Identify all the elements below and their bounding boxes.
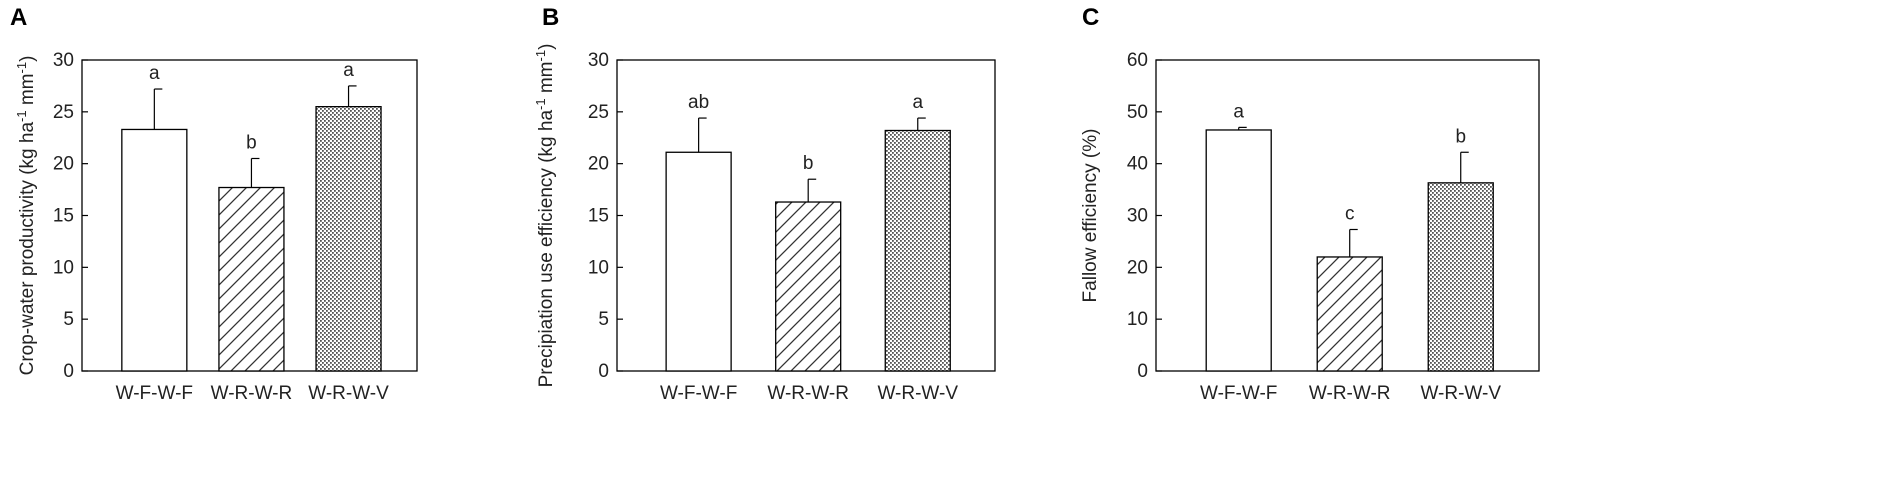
x-category-label: W-R-W-V (1420, 383, 1501, 404)
y-axis-label-part: ) (17, 56, 38, 62)
y-axis-label-superscript: -1 (14, 110, 29, 122)
y-tick-label: 30 (1127, 206, 1148, 227)
y-axis-label: Crop-water productivity (kg ha-1 mm-1) (14, 56, 39, 376)
y-tick-label: 20 (53, 154, 74, 175)
bar-w-f-w-f (121, 128, 188, 372)
chart-panel-c: C 0 10 20 30 40 50 60 Fallow efficiency (%) a W-F-… (1080, 4, 1540, 404)
chart-panel-a: A 0 5 10 15 20 25 30 Crop-water productivity (kg… (10, 4, 418, 404)
y-tick-label: 30 (53, 50, 74, 71)
y-tick-label: 50 (1127, 102, 1148, 123)
chart-panel-b: B 0 5 10 15 20 25 30 Precipiation use efficiency… (533, 4, 996, 404)
x-category-label: W-R-W-R (1309, 383, 1391, 404)
y-axis-label-superscript: -1 (533, 50, 548, 62)
y-tick-label: 20 (1127, 257, 1148, 278)
significance-letter: a (1233, 101, 1244, 122)
y-axis-label-part: Crop-water productivity (kg ha (17, 122, 38, 376)
y-axis-label: Precipiation use efficiency (kg ha-1 mm-… (533, 44, 558, 388)
y-axis-label: Fallow efficiency (%) (1080, 129, 1101, 303)
bar-w-r-w-r (775, 201, 842, 372)
y-tick-label: 0 (1137, 361, 1148, 382)
bar-w-f-w-f (1205, 129, 1272, 372)
y-tick-label: 40 (1127, 154, 1148, 175)
significance-letter: c (1345, 203, 1355, 224)
y-tick-label: 15 (588, 206, 609, 227)
y-axis-label-part: Precipiation use efficiency (kg ha (536, 110, 557, 388)
significance-letter: a (912, 92, 923, 113)
y-axis-label-part: ) (536, 44, 557, 50)
x-category-label: W-R-W-R (211, 383, 293, 404)
y-tick-label: 0 (598, 361, 609, 382)
significance-letter: b (803, 153, 814, 174)
bar-w-f-w-f (665, 151, 732, 372)
y-tick-label: 30 (588, 50, 609, 71)
y-tick-label: 5 (598, 309, 609, 330)
y-tick-label: 25 (53, 102, 74, 123)
y-axis-label-part: mm (17, 73, 38, 110)
y-tick-label: 10 (1127, 309, 1148, 330)
significance-letter: b (1455, 126, 1466, 147)
x-category-label: W-R-W-V (308, 383, 389, 404)
panel-letter: B (542, 4, 559, 31)
significance-letter: b (246, 132, 257, 153)
y-axis-label-superscript: -1 (14, 62, 29, 74)
significance-letter: a (149, 63, 160, 84)
y-axis-label-part: Fallow efficiency (%) (1080, 129, 1101, 303)
x-category-label: W-R-W-V (877, 383, 958, 404)
bar-w-r-w-v (1427, 182, 1494, 372)
y-tick-label: 10 (588, 257, 609, 278)
bar-w-r-w-v (315, 106, 382, 372)
x-category-label: W-F-W-F (660, 383, 737, 404)
significance-letter: a (343, 60, 354, 81)
y-tick-label: 15 (53, 206, 74, 227)
panel-letter: A (10, 4, 27, 31)
y-axis-label-part: mm (536, 61, 557, 98)
y-tick-label: 25 (588, 102, 609, 123)
bar-w-r-w-r (218, 186, 285, 372)
bar-w-r-w-r (1316, 256, 1383, 372)
significance-letter: ab (688, 92, 709, 113)
y-axis-label-superscript: -1 (533, 98, 548, 110)
y-tick-label: 20 (588, 154, 609, 175)
x-category-label: W-R-W-R (767, 383, 849, 404)
y-tick-label: 10 (53, 257, 74, 278)
x-category-label: W-F-W-F (1200, 383, 1277, 404)
panel-letter: C (1082, 4, 1099, 31)
bar-w-r-w-v (884, 129, 951, 372)
y-tick-label: 5 (63, 309, 74, 330)
x-category-label: W-F-W-F (116, 383, 193, 404)
y-tick-label: 0 (63, 361, 74, 382)
y-tick-label: 60 (1127, 50, 1148, 71)
